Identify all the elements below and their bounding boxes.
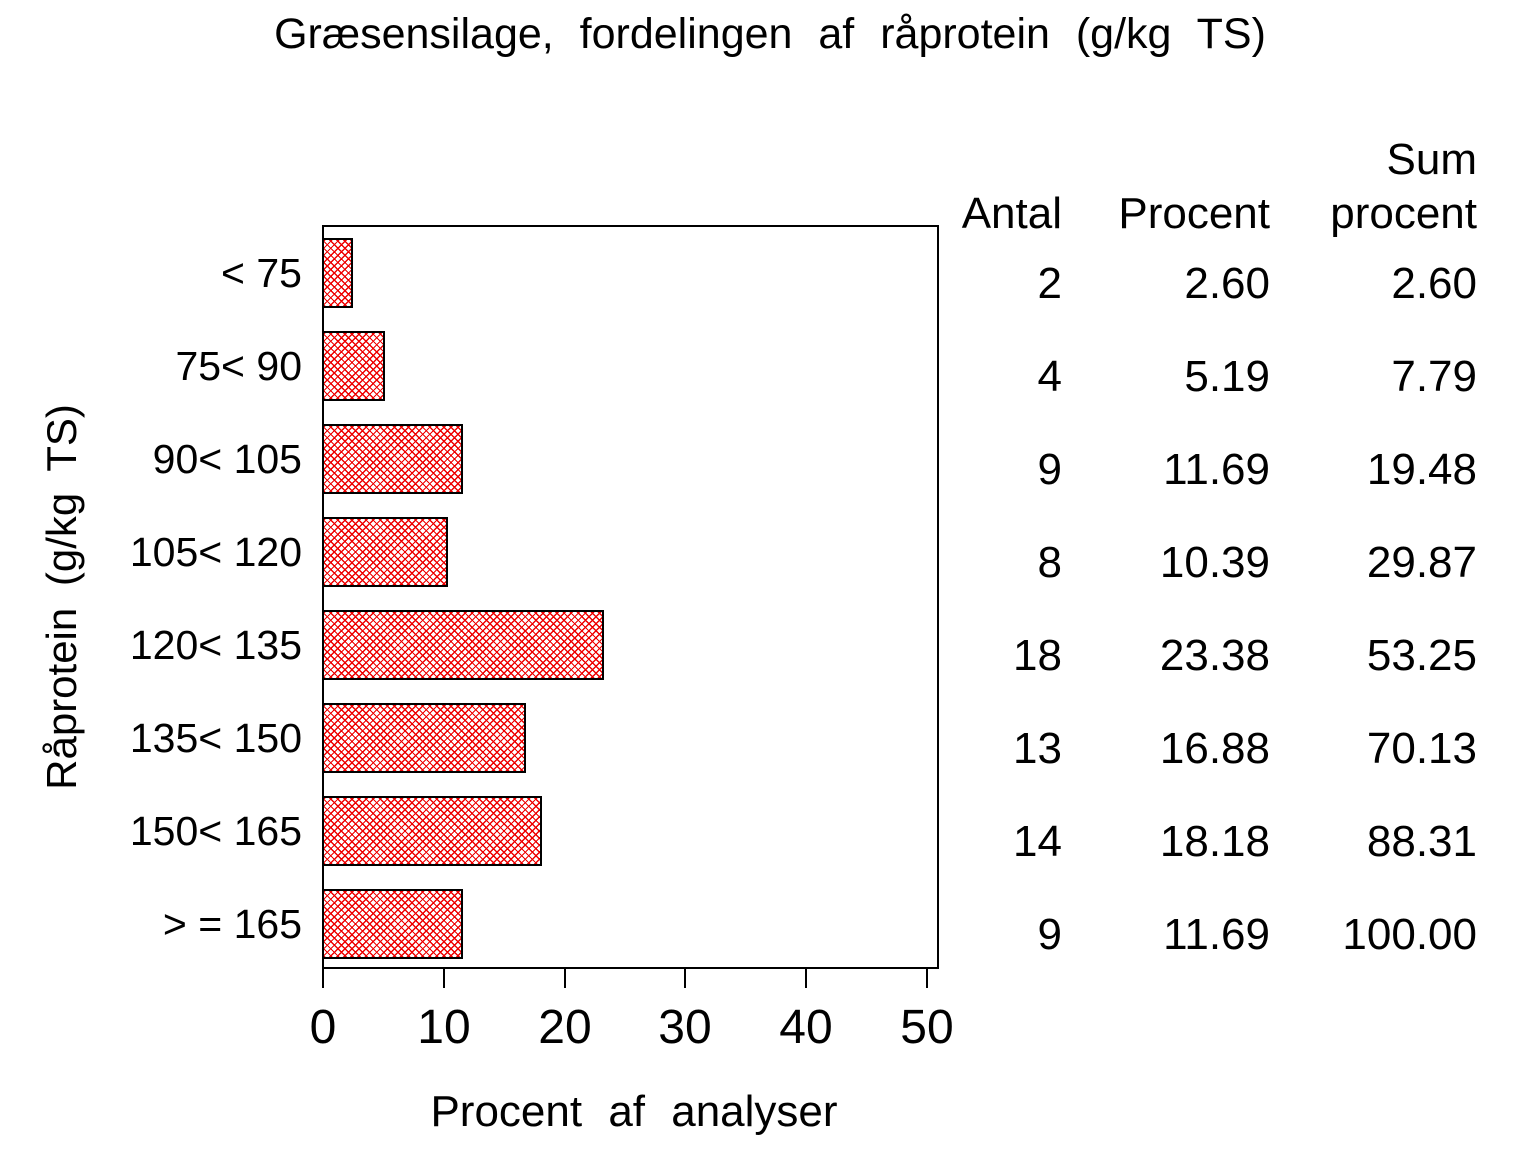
bar-2: [322, 331, 385, 401]
table-cell-sum-procent-row1: 2.60: [1391, 259, 1477, 308]
table-cell-procent-row1: 2.60: [1184, 259, 1270, 308]
y-axis-category-labels: < 75 75< 90 90< 105 105< 120 120< 135 135< 15…: [0, 225, 302, 969]
bar-6: [322, 703, 526, 773]
x-tick-40: [805, 969, 807, 988]
bar-5: [322, 610, 604, 680]
x-tick-50: [926, 969, 928, 988]
x-tick-label-10: 10: [417, 1001, 471, 1054]
table-cell-procent-row8: 11.69: [1163, 910, 1270, 959]
table-cell-sum-procent-row3: 19.48: [1366, 445, 1477, 494]
x-tick-0: [322, 969, 324, 988]
table-cell-procent-row2: 5.19: [1184, 352, 1270, 401]
x-tick-20: [564, 969, 566, 988]
category-label-1: < 75: [221, 249, 302, 296]
table-cell-antal-row6: 13: [1013, 724, 1062, 773]
x-tick-30: [684, 969, 686, 988]
table-header-sum-line2: procent: [1330, 189, 1477, 238]
x-tick-label-0: 0: [309, 1001, 337, 1054]
table-cell-antal-row3: 9: [1037, 445, 1062, 494]
table-cell-procent-row3: 11.69: [1163, 445, 1270, 494]
table-header-antal: Antal: [961, 189, 1062, 238]
x-tick-10: [443, 969, 445, 988]
table-cell-sum-procent-row4: 29.87: [1366, 538, 1477, 587]
category-label-6: 135< 150: [129, 714, 302, 761]
table-cell-antal-row4: 8: [1037, 538, 1062, 587]
table-cell-sum-procent-row7: 88.31: [1366, 817, 1477, 866]
table-cell-antal-row5: 18: [1013, 631, 1062, 680]
table-cell-procent-row4: 10.39: [1159, 538, 1270, 587]
table-cell-sum-procent-row6: 70.13: [1366, 724, 1477, 773]
table-cell-sum-procent-row5: 53.25: [1366, 631, 1477, 680]
bar-8: [322, 889, 463, 959]
bar-3: [322, 424, 463, 494]
table-cell-sum-procent-row2: 7.79: [1391, 352, 1477, 401]
page-title: Græsensilage, fordelingen af råprotein (…: [274, 10, 1266, 58]
x-tick-label-30: 30: [658, 1001, 712, 1054]
table-cell-antal-row2: 4: [1037, 352, 1062, 401]
bar-1: [322, 238, 353, 308]
x-tick-label-40: 40: [779, 1001, 833, 1054]
category-label-4: 105< 120: [129, 528, 302, 575]
plot-frame: [322, 225, 939, 969]
table-cell-procent-row5: 23.38: [1159, 631, 1270, 680]
table-cell-procent-row6: 16.88: [1159, 724, 1270, 773]
table-cell-sum-procent-row8: 100.00: [1342, 910, 1477, 959]
table-cell-antal-row1: 2: [1037, 259, 1062, 308]
category-label-2: 75< 90: [175, 342, 302, 389]
category-label-5: 120< 135: [129, 621, 302, 668]
bar-7: [322, 796, 542, 866]
table-header-sum-line1: Sum: [1386, 135, 1477, 184]
table-header-procent: Procent: [1118, 189, 1270, 238]
x-tick-label-50: 50: [900, 1001, 954, 1054]
x-axis-label: Procent af analyser: [430, 1087, 838, 1136]
bar-4: [322, 517, 448, 587]
category-label-8: > = 165: [162, 900, 302, 947]
x-tick-label-20: 20: [538, 1001, 592, 1054]
table-cell-antal-row7: 14: [1013, 817, 1062, 866]
category-label-7: 150< 165: [129, 807, 302, 854]
category-label-3: 90< 105: [152, 435, 302, 482]
table-cell-procent-row7: 18.18: [1159, 817, 1270, 866]
table-cell-antal-row8: 9: [1037, 910, 1062, 959]
